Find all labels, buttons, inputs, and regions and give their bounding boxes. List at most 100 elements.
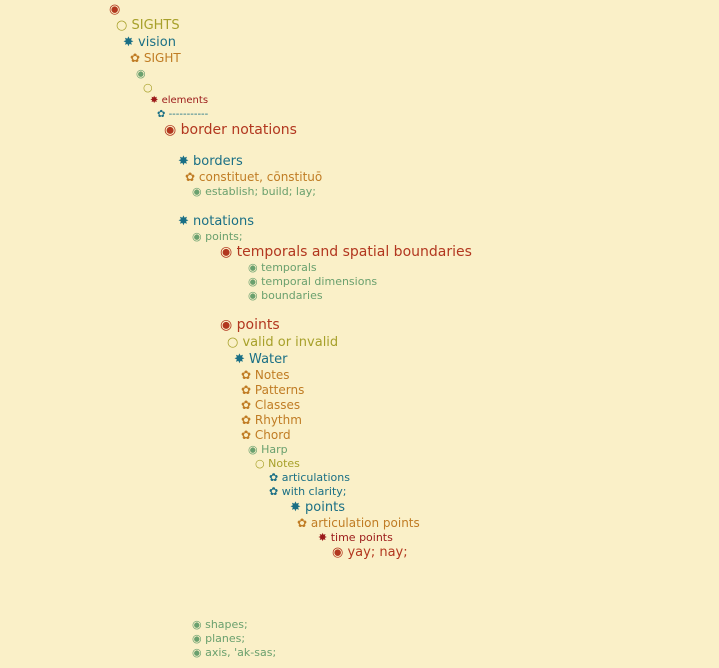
node-label: time points [330,531,393,544]
node-label: SIGHTS [131,18,180,33]
node-dashes[interactable]: ✿ ----------- [157,110,208,120]
node-water[interactable]: ✸ Water [234,353,287,366]
flower-icon: ✿ [269,485,279,498]
node-vision[interactable]: ✸ vision [123,36,176,49]
node-notes-2[interactable]: ○ Notes [255,458,300,469]
node-label: points; [205,230,243,243]
node-label: temporals and spatial boundaries [236,244,472,260]
star-icon: ✸ [290,500,301,515]
node-label: Rhythm [254,413,302,427]
node-label: points [305,500,345,515]
node-borders[interactable]: ✸ borders [178,155,243,168]
node-rhythm[interactable]: ✿ Rhythm [241,414,302,426]
node-label: Patterns [254,383,305,397]
circle-icon: ○ [227,335,239,350]
node-temporal-dimensions[interactable]: ◉ temporal dimensions [248,276,377,287]
root-bullet-icon: ◉ [332,545,344,560]
dot-icon: ◉ [248,289,258,302]
node-axis[interactable]: ◉ axis, 'ak-sas; [192,647,276,658]
flower-icon: ✿ [130,51,141,65]
node-label: SIGHT [143,51,181,65]
flower-icon: ✿ [269,471,279,484]
node-with-clarity[interactable]: ✿ with clarity; [269,486,347,497]
node-blank-circle[interactable]: ○ [143,82,153,93]
node-points-2[interactable]: ✸ points [290,501,345,514]
node-label: elements [161,95,209,106]
node-chord[interactable]: ✿ Chord [241,429,291,441]
node-shapes[interactable]: ◉ shapes; [192,619,248,630]
node-points-semicolon[interactable]: ◉ points; [192,231,243,242]
star-icon: ✸ [318,531,328,544]
node-articulation-points[interactable]: ✿ articulation points [297,517,420,529]
flower-icon: ✿ [185,170,196,184]
dot-icon: ◉ [192,646,202,659]
dot-icon: ◉ [248,443,258,456]
node-boundaries[interactable]: ◉ boundaries [248,290,323,301]
dot-icon: ◉ [192,185,202,198]
star-icon: ✸ [150,95,159,106]
root-bullet-icon: ◉ [220,317,233,333]
node-label: Notes [254,368,290,382]
node-label: Water [249,352,288,367]
node-label: shapes; [205,618,248,631]
node-label: establish; build; lay; [205,185,316,198]
node-label: articulation points [310,516,420,530]
dot-icon: ◉ [192,632,202,645]
node-label: ----------- [168,109,209,120]
node-label: notations [193,214,254,229]
node-articulations[interactable]: ✿ articulations [269,472,350,483]
node-label: Classes [254,398,301,412]
dot-icon: ◉ [192,618,202,631]
node-valid-invalid[interactable]: ○ valid or invalid [227,336,338,349]
node-temporals-spatial[interactable]: ◉ temporals and spatial boundaries [220,245,472,259]
node-label: Chord [254,428,291,442]
node-label: with clarity; [281,485,347,498]
node-label: constituet, cōnstituō [198,170,323,184]
node-label: valid or invalid [242,335,339,350]
node-label: vision [138,35,176,50]
node-time-points[interactable]: ✸ time points [318,532,393,543]
node-label: temporals [261,261,317,274]
node-temporals[interactable]: ◉ temporals [248,262,317,273]
flower-icon: ✿ [241,383,252,397]
node-constituet[interactable]: ✿ constituet, cōnstituō [185,171,322,183]
node-label: planes; [205,632,246,645]
node-planes[interactable]: ◉ planes; [192,633,245,644]
node-label: yay; nay; [347,545,408,560]
node-notations[interactable]: ✸ notations [178,215,254,228]
circle-icon: ○ [255,457,265,470]
star-icon: ✸ [178,214,189,229]
circle-icon: ○ [116,18,128,33]
node-label: Harp [261,443,288,456]
node-patterns[interactable]: ✿ Patterns [241,384,304,396]
node-label: border notations [180,122,297,138]
flower-icon: ✿ [241,368,252,382]
dot-icon: ◉ [248,275,258,288]
root-bullet-icon: ◉ [220,244,233,260]
root-bullet-icon: ◉ [109,2,121,17]
node-elements[interactable]: ✸ elements [150,96,208,106]
flower-icon: ✿ [297,516,308,530]
node-label: axis, 'ak-sas; [205,646,277,659]
node-label: points [236,317,280,333]
node-establish[interactable]: ◉ establish; build; lay; [192,186,316,197]
node-sight[interactable]: ✿ SIGHT [130,52,181,64]
node-border-notations[interactable]: ◉ border notations [164,123,297,137]
node-yay-nay[interactable]: ◉ yay; nay; [332,546,408,559]
star-icon: ✸ [123,35,134,50]
node-classes[interactable]: ✿ Classes [241,399,300,411]
node-notes[interactable]: ✿ Notes [241,369,290,381]
root-node[interactable]: ◉ [109,3,120,16]
node-sights[interactable]: ○ SIGHTS [116,19,180,32]
node-label: borders [193,154,243,169]
flower-icon: ✿ [241,428,252,442]
circle-icon: ○ [143,81,153,94]
node-harp[interactable]: ◉ Harp [248,444,288,455]
node-label: Notes [268,457,300,470]
node-label: articulations [281,471,350,484]
node-points[interactable]: ◉ points [220,318,280,332]
root-bullet-icon: ◉ [164,122,177,138]
dot-icon: ◉ [192,230,202,243]
star-icon: ✸ [234,352,245,367]
node-blank-dot[interactable]: ◉ [136,68,146,79]
